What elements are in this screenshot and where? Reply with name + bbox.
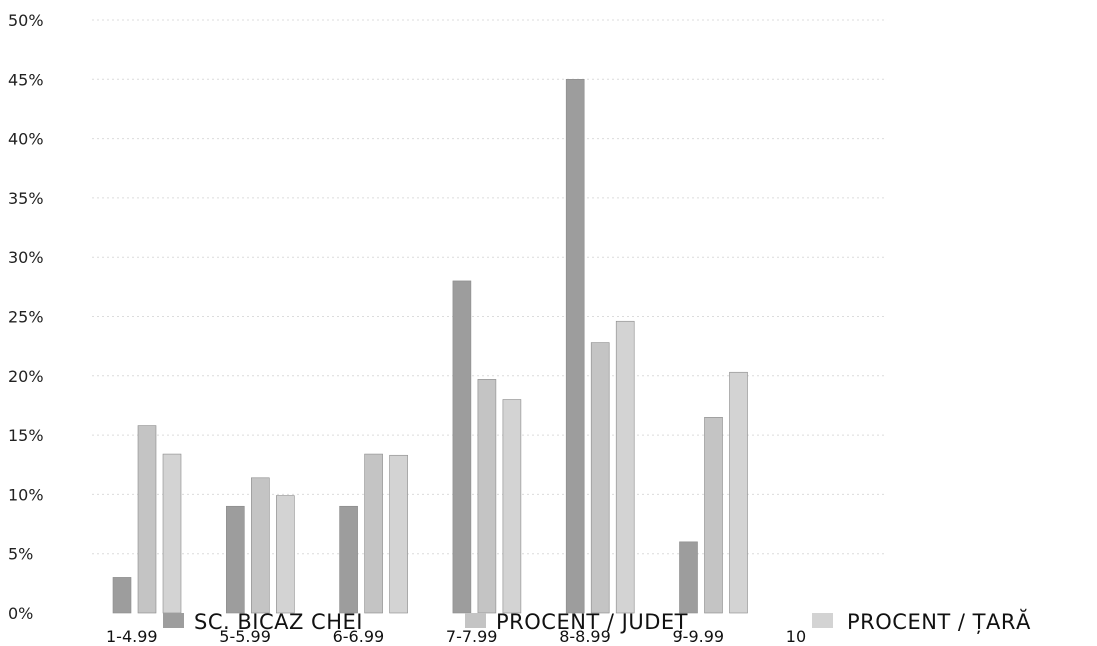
bar (162, 453, 182, 614)
y-tick-label: 40% (8, 130, 44, 149)
y-tick-label: 0% (8, 604, 33, 623)
x-category-label: 5-5.99 (219, 627, 271, 646)
x-category-label: 7-7.99 (446, 627, 498, 646)
legend-label-procent-judet: PROCENT / JUDEȚ (496, 610, 688, 634)
x-axis-categories: 1-4.99 5-5.99 6-6.99 7-7.99 8-8.99 9-9.99 10 (106, 627, 806, 646)
bar (502, 399, 522, 614)
bars (112, 79, 748, 614)
legend-swatch-sc-bicaz-chei (163, 613, 184, 628)
bar (452, 280, 472, 614)
y-tick-label: 35% (8, 189, 44, 208)
bar (364, 453, 383, 614)
y-axis-ticks: 0% 5% 10% 15% 20% 25% 30% 35% 40% 45% 50% (8, 11, 44, 623)
bar (704, 417, 723, 614)
x-category-label: 9-9.99 (673, 627, 725, 646)
bar (679, 541, 698, 614)
x-category-label: 10 (786, 627, 806, 646)
gridlines (92, 19, 885, 555)
bar (615, 320, 635, 614)
y-tick-label: 10% (8, 485, 44, 504)
y-tick-label: 30% (8, 248, 44, 267)
y-tick-label: 25% (8, 308, 44, 327)
bar (339, 505, 358, 614)
bar (565, 79, 585, 614)
bar (226, 505, 245, 614)
legend: SC. BICAZ CHEI PROCENT / JUDEȚ PROCENT /… (163, 608, 1031, 634)
legend-swatch-procent-tara (812, 613, 833, 628)
legend-label-sc-bicaz-chei: SC. BICAZ CHEI (194, 610, 363, 634)
legend-swatch-procent-judet (465, 613, 486, 628)
y-tick-label: 20% (8, 367, 44, 386)
bar (251, 477, 270, 614)
y-tick-label: 5% (8, 545, 33, 564)
bar (389, 454, 408, 614)
x-category-label: 8-8.99 (559, 627, 611, 646)
bar (590, 342, 610, 614)
bar (112, 577, 132, 614)
bar (729, 371, 748, 614)
x-category-label: 1-4.99 (106, 627, 158, 646)
y-tick-label: 50% (8, 11, 44, 30)
y-tick-label: 15% (8, 426, 44, 445)
y-tick-label: 45% (8, 70, 44, 89)
bar (275, 495, 295, 614)
x-category-label: 6-6.99 (333, 627, 385, 646)
legend-label-procent-tara: PROCENT / ȚARĂ (847, 608, 1031, 634)
bar (137, 425, 157, 614)
bar (477, 379, 497, 614)
